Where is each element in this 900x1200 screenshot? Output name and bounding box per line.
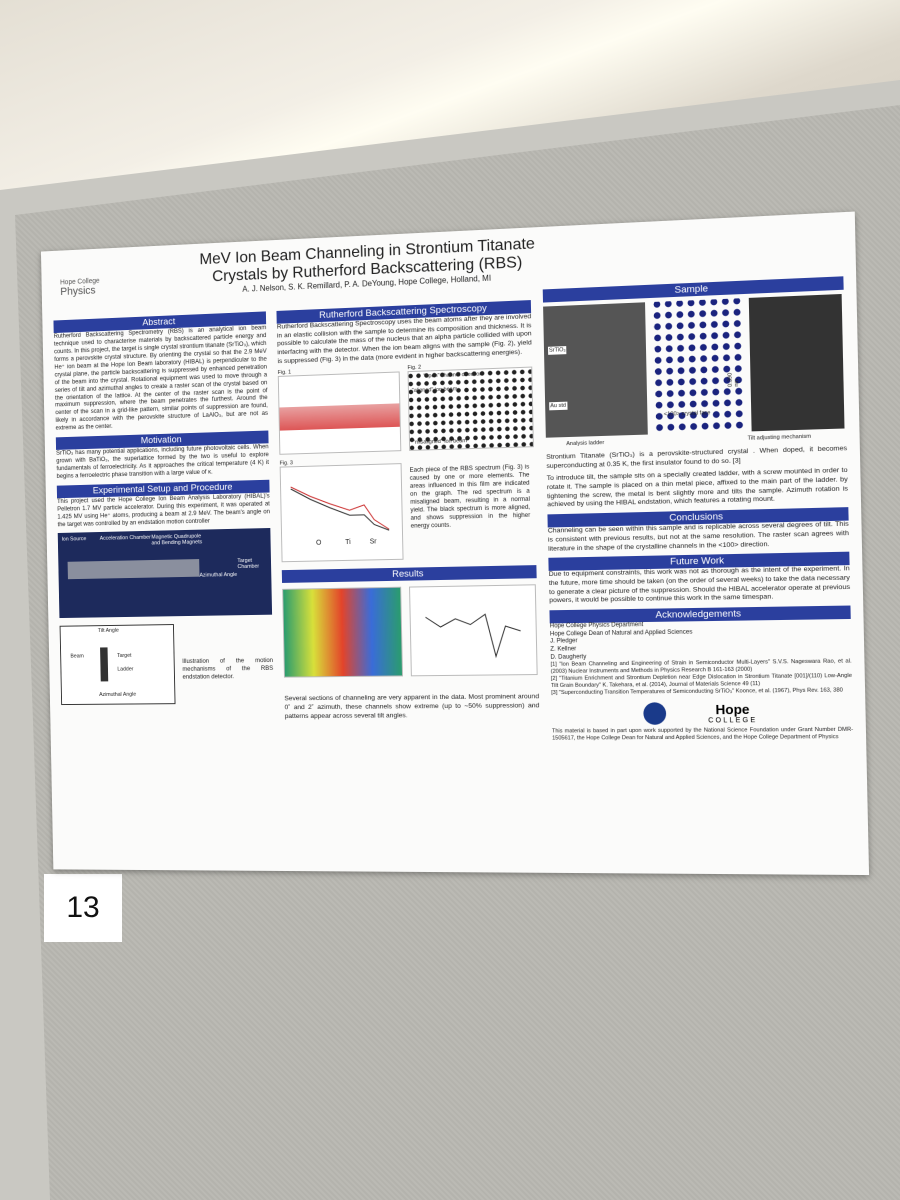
- figure-label: SrTiO₃: [547, 346, 567, 355]
- line-plot: [409, 584, 538, 677]
- figure-label: Analysis ladder: [566, 439, 605, 448]
- ladder: [100, 647, 109, 682]
- paragraph: Channeling can be seen within this sampl…: [547, 520, 849, 553]
- paragraph: To introduce tilt, the sample sits on a …: [546, 467, 849, 509]
- paragraph: Rutherford Backscattering Spectrometry (…: [53, 324, 269, 432]
- logo-text: COLLEGE: [708, 717, 758, 725]
- funding-note: This material is based in part upon work…: [551, 727, 854, 743]
- figure-label: Azimuthal Angle: [99, 691, 137, 698]
- figure-label: Tilt Angle: [97, 627, 119, 634]
- figure-label: "open" channel direction: [423, 371, 483, 380]
- figure-image: [277, 371, 402, 456]
- figure-label: Ladder: [117, 666, 134, 673]
- figure-label: 0.390 nm: [727, 372, 741, 387]
- poster: Hope College Physics MeV Ion Beam Channe…: [40, 211, 870, 876]
- heading: Results: [281, 565, 537, 584]
- poster-number: 13: [44, 874, 122, 942]
- figure-image: O Ti Sr: [279, 463, 404, 563]
- reference: [3] "Superconducting Transition Temperat…: [551, 687, 843, 697]
- accelerator: [67, 558, 200, 579]
- logo: Hope College Physics: [60, 277, 126, 298]
- figure-image: "open" channel direction "aligned" ion b…: [407, 366, 534, 452]
- paragraph: Due to equipment constraints, this work …: [548, 565, 851, 605]
- motion-figure: Tilt Angle Beam Target Ladder Azimuthal …: [59, 623, 176, 705]
- column: Rutherford Backscattering Spectroscopy R…: [276, 300, 539, 721]
- figure-label: "misaligned" ion beam: [412, 438, 467, 447]
- logo-text: Physics: [60, 284, 96, 298]
- figure-label: Ion Source: [61, 535, 87, 543]
- heatmap: [282, 587, 404, 679]
- paragraph: Several sections of channeling are very …: [284, 693, 540, 720]
- figure-label: Ti: [345, 539, 351, 547]
- figure: Fig. 1: [277, 366, 402, 456]
- figure-label: Sr: [369, 538, 377, 546]
- caption: Illustration of the motion mechanisms of…: [182, 656, 274, 681]
- figure-label: Target: [117, 652, 132, 659]
- figure: Fig. 2 "open" channel direction "aligned…: [407, 361, 534, 452]
- hope-logo: Hope COLLEGE: [708, 702, 758, 725]
- figure-label: Magnetic Quadrupole and Bending Magnets: [151, 533, 203, 547]
- figure: Fig. 3 O Ti Sr: [280, 458, 404, 563]
- figure-label: Azimuthal Angle: [199, 571, 238, 579]
- paragraph: SrTiO₃ has many potential applications, …: [56, 443, 270, 480]
- crystal-figure: <100> crystal face 0.390 nm: [651, 298, 746, 435]
- figure-label: Tilt adjusting mechanism: [747, 433, 812, 442]
- figure-label: Target Chamber: [237, 557, 260, 570]
- column: Abstract Rutherford Backscattering Spect…: [53, 311, 274, 705]
- setup-figure: Ion Source Acceleration Chamber Magnetic…: [57, 527, 273, 618]
- figure-label: <100> crystal face: [663, 410, 711, 418]
- spectrum-line: [291, 487, 389, 533]
- figure-label: O: [316, 540, 322, 548]
- paragraph: Each piece of the RBS spectrum (Fig. 3) …: [409, 463, 531, 530]
- acknowledgement-list: Hope College Physics Department Hope Coll…: [550, 619, 853, 698]
- paragraph: Rutherford Backscattering Spectroscopy u…: [276, 313, 532, 365]
- title: MeV Ion Beam Channeling in Strontium Tit…: [172, 234, 565, 297]
- column: Sample SrTiO₃ Au std Analysis ladder <10…: [542, 276, 854, 743]
- figure-label: Au std: [549, 401, 568, 411]
- plot-line: [425, 614, 521, 657]
- figure-label: "aligned" ion beam: [411, 386, 458, 395]
- spectrum: [281, 465, 402, 537]
- figure-label: Acceleration Chamber: [99, 534, 151, 542]
- paragraph: This project used the Hope College Ion B…: [57, 492, 271, 528]
- nsf-logo: [643, 702, 667, 726]
- figure-label: Beam: [70, 653, 84, 660]
- logo-text: Hope: [715, 702, 750, 718]
- photo-ladder: SrTiO₃ Au std Analysis ladder: [543, 302, 648, 447]
- photo-tilt: Tilt adjusting mechanism: [748, 293, 845, 442]
